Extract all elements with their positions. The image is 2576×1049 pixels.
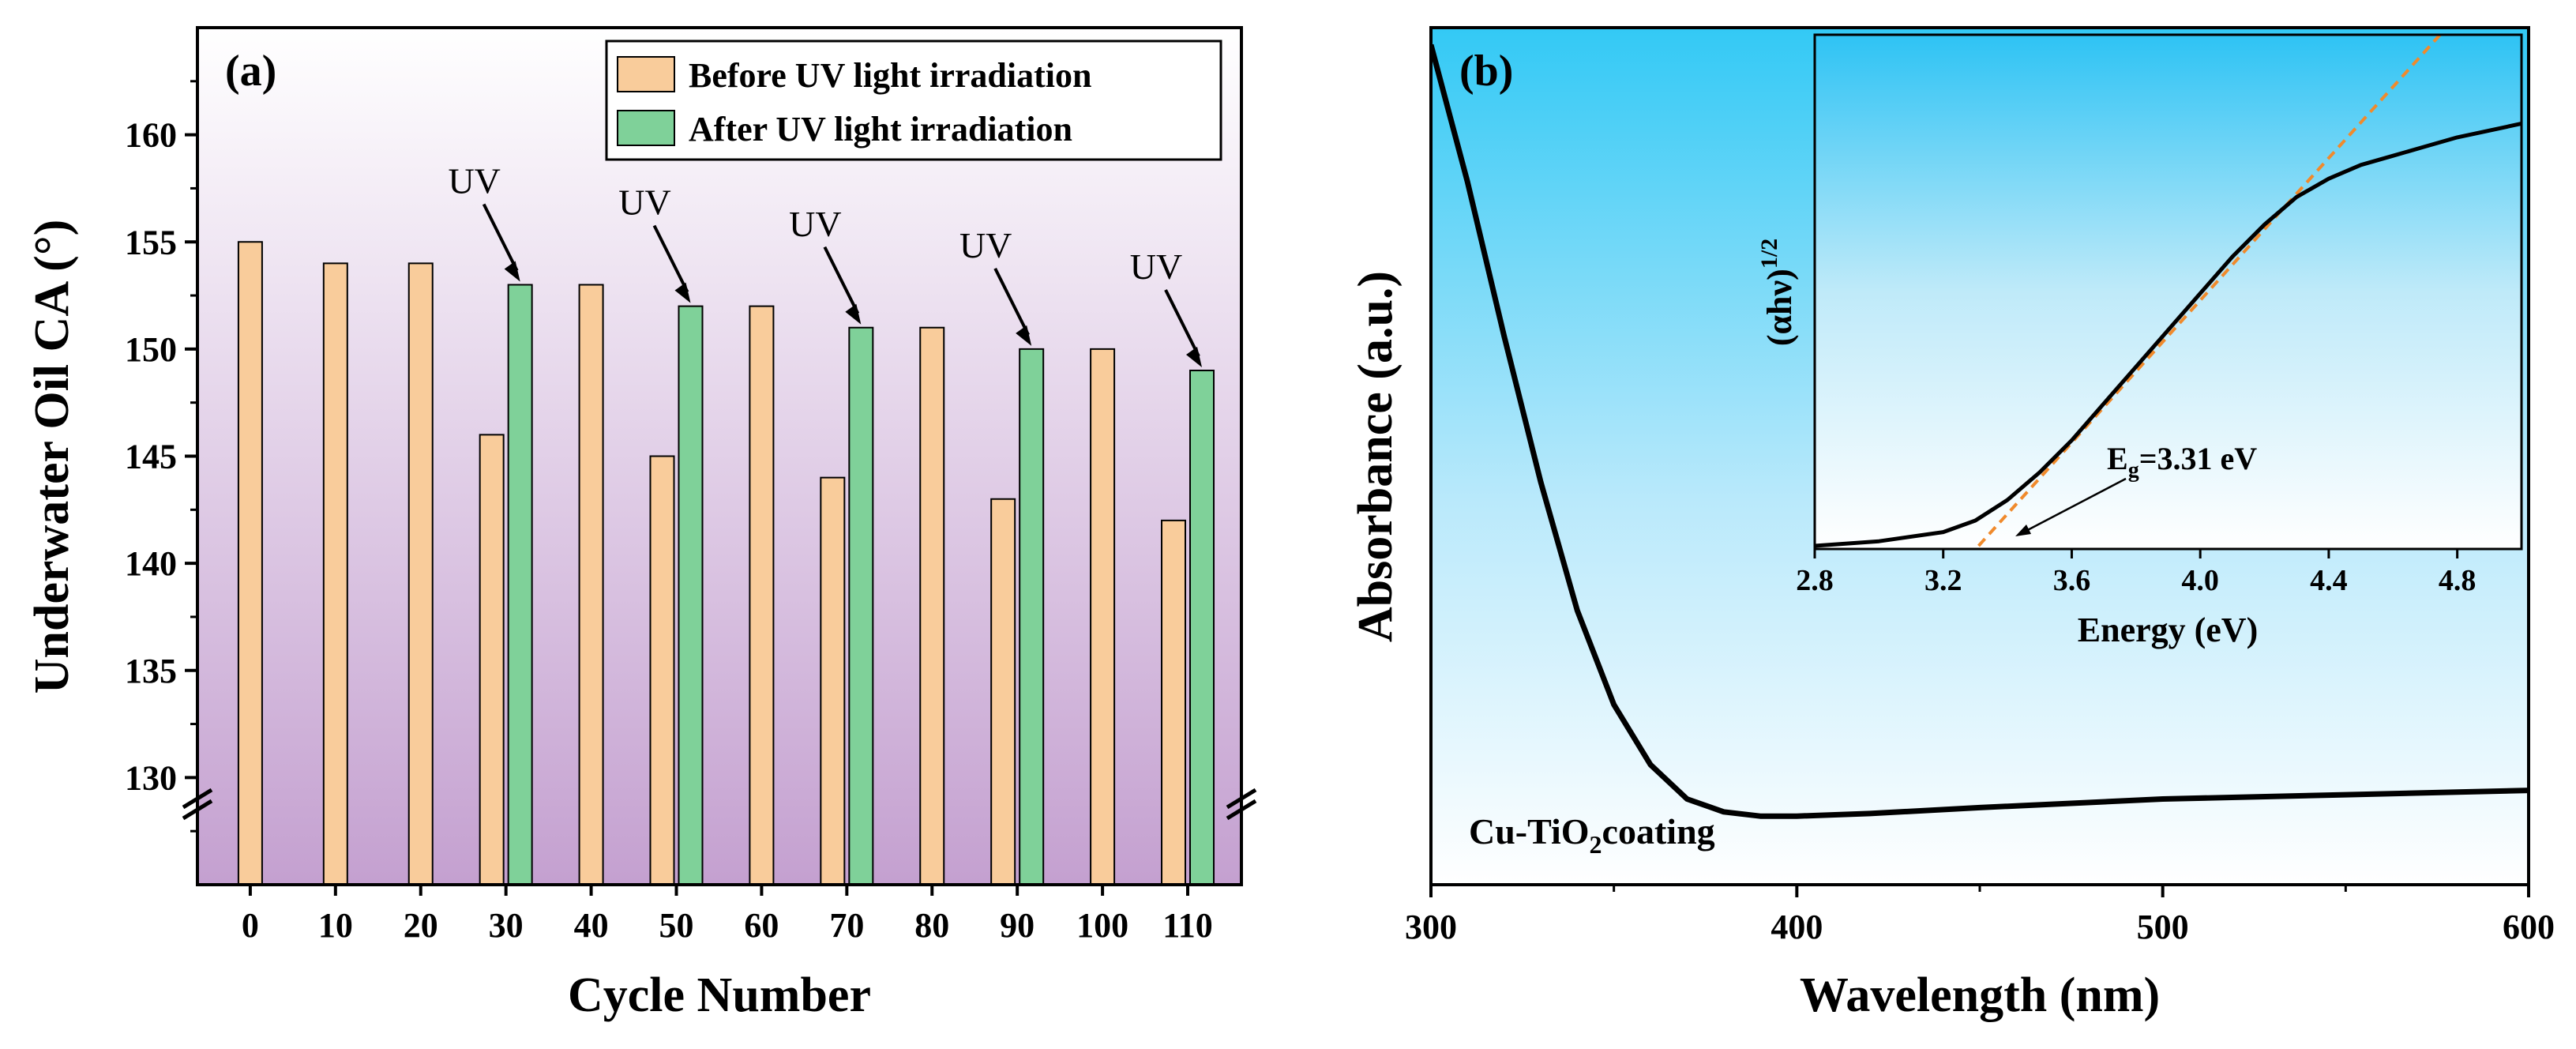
bar-after-uv-cycle-30 (507, 284, 533, 885)
y-tick-label: 150 (125, 330, 177, 369)
x-tick-label: 80 (914, 906, 949, 945)
x-tick-label: 100 (1076, 906, 1128, 945)
inset-x-tick-label: 2.8 (1796, 564, 1834, 597)
uv-arrowhead-cycle-50 (674, 282, 691, 303)
panel-b-x-ticks: 300 400 500 600 (1405, 885, 2555, 946)
panel-b-line-chart: 300 400 500 600 (b) Absorbance (a.u.) Wavel… (1349, 26, 2555, 1022)
bar-before-uv-cycle-40 (578, 284, 604, 885)
bar-before-uv-cycle-100 (1090, 348, 1116, 885)
bar-after-uv-cycle-70 (848, 326, 874, 885)
x-tick-label: 70 (829, 906, 864, 945)
inset-x-axis-title: Energy (eV) (2078, 611, 2259, 649)
bar-after-uv-cycle-110 (1189, 370, 1215, 885)
b-x-tick-label: 400 (1771, 908, 1823, 946)
panel-a-legend: Before UV light irradiation After UV lig… (605, 39, 1222, 161)
inset-x-tick-label: 3.6 (2053, 564, 2091, 597)
bar-before-uv-cycle-80 (919, 326, 945, 885)
bar-before-uv-cycle-90 (990, 498, 1016, 885)
b-x-tick-label: 300 (1405, 908, 1457, 946)
panel-b-label: (b) (1459, 47, 1513, 96)
inset-y-axis-title: (αhν)1/2 (1756, 239, 1799, 346)
axis-break-left (182, 788, 213, 821)
uv-arrowhead-cycle-110 (1186, 347, 1203, 367)
tauc-curve (1815, 122, 2522, 548)
uv-label-cycle-90: UV (959, 225, 1012, 265)
legend-label-after-uv: After UV light irradiation (689, 110, 1072, 149)
x-tick-label: 0 (242, 906, 259, 945)
absorbance-curve (1431, 43, 2529, 819)
x-tick-label: 20 (404, 906, 438, 945)
y-tick-label: 145 (125, 438, 177, 476)
panel-a-y-ticks: 130 135 140 145 150 155 160 (125, 80, 197, 833)
uv-label-cycle-70: UV (789, 204, 841, 244)
inset-x-ticks: 2.8 3.2 3.6 4.0 4.4 4.8 (1796, 549, 2476, 597)
bar-before-uv-cycle-70 (820, 476, 846, 885)
uv-label-cycle-30: UV (448, 161, 500, 201)
uv-arrow-cycle-70 (823, 246, 860, 314)
panel-b-y-axis-title: Absorbance (a.u.) (1349, 271, 1403, 642)
y-tick-label: 140 (125, 544, 177, 583)
bar-before-uv-cycle-20 (407, 262, 434, 885)
panel-a-frame (196, 26, 1243, 886)
panel-a-bars (237, 241, 1215, 885)
legend-swatch-before-uv (617, 56, 675, 92)
bar-after-uv-cycle-50 (678, 305, 704, 885)
panel-a-plot-area (197, 28, 1241, 885)
x-tick-label: 60 (744, 906, 779, 945)
x-tick-label: 30 (489, 906, 524, 945)
inset-plot-area (1815, 35, 2522, 549)
bar-before-uv-cycle-10 (322, 262, 348, 885)
bar-before-uv-cycle-60 (749, 305, 775, 885)
uv-arrowhead-cycle-30 (504, 261, 520, 282)
panel-b-frame (1429, 26, 2530, 886)
uv-arrow-cycle-90 (993, 267, 1030, 336)
inset-x-tick-label: 3.2 (1924, 564, 1962, 597)
b-x-tick-label: 600 (2503, 908, 2555, 946)
uv-arrow-cycle-30 (482, 203, 519, 272)
legend-box (605, 39, 1222, 161)
bar-after-uv-cycle-90 (1019, 348, 1045, 885)
uv-arrow-cycle-50 (652, 224, 689, 293)
x-tick-label: 90 (1000, 906, 1035, 945)
x-tick-label: 40 (574, 906, 609, 945)
panel-a-x-axis-title: Cycle Number (568, 968, 871, 1022)
uv-arrowhead-cycle-90 (1016, 325, 1032, 346)
y-tick-label: 160 (125, 116, 177, 155)
inset-x-tick-label: 4.8 (2439, 564, 2476, 597)
x-tick-label: 110 (1162, 906, 1213, 945)
panel-a-y-axis-title: Underwater Oil CA (°) (25, 220, 79, 694)
panel-a-label: (a) (225, 47, 276, 96)
coating-annotation: Cu-TiO2coating (1469, 811, 1715, 859)
bar-before-uv-cycle-50 (649, 455, 675, 885)
y-tick-label: 135 (125, 652, 177, 690)
bar-before-uv-cycle-0 (237, 241, 263, 885)
panel-a-bar-chart: 130 135 140 145 150 155 160 0 10 20 30 40 50 60 70 80 9… (25, 26, 1257, 1022)
bar-before-uv-cycle-30 (479, 434, 505, 885)
uv-arrowhead-cycle-70 (845, 303, 862, 325)
uv-arrow-cycle-110 (1164, 289, 1200, 357)
x-tick-label: 50 (659, 906, 694, 945)
band-gap-arrow (2015, 477, 2127, 536)
tauc-linear-fit-line (1977, 35, 2443, 547)
inset-frame (1813, 33, 2523, 551)
axis-break-right (1226, 788, 1257, 821)
tauc-plot-inset: 2.8 3.2 3.6 4.0 4.4 4.8 Energy (eV) (αhν)1/2 … (1756, 33, 2523, 649)
uv-label-cycle-50: UV (618, 182, 670, 223)
legend-swatch-after-uv (617, 110, 675, 146)
panel-a-x-ticks: 0 10 20 30 40 50 60 70 80 90 100 110 (242, 885, 1213, 945)
legend-label-before-uv: Before UV light irradiation (689, 56, 1091, 95)
inset-x-tick-label: 4.4 (2310, 564, 2348, 597)
b-x-tick-label: 500 (2137, 908, 2189, 946)
bar-before-uv-cycle-110 (1161, 519, 1187, 885)
panel-a-uv-annotations: UV UV UV UV UV (448, 161, 1203, 367)
y-tick-label: 130 (125, 758, 177, 797)
uv-label-cycle-110: UV (1130, 246, 1182, 287)
x-tick-label: 10 (318, 906, 353, 945)
panel-b-x-axis-title: Wavelength (nm) (1800, 968, 2160, 1022)
inset-x-tick-label: 4.0 (2181, 564, 2219, 597)
y-tick-label: 155 (125, 223, 177, 261)
band-gap-annotation: Eg=3.31 eV (2107, 441, 2257, 483)
